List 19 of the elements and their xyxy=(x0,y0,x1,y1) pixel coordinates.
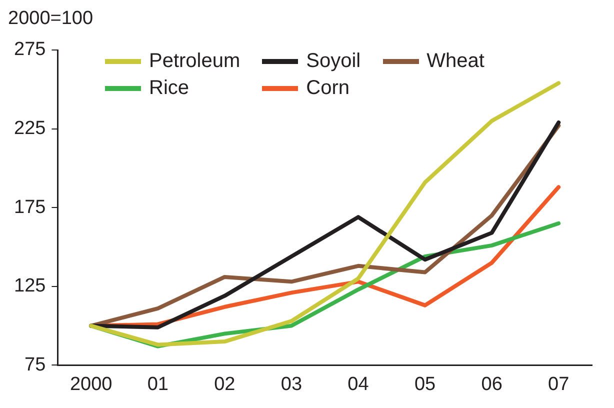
x-tick-label: 07 xyxy=(548,374,570,395)
x-tick-label: 05 xyxy=(414,374,436,395)
y-tick-label: 175 xyxy=(14,196,46,218)
y-tick-label: 225 xyxy=(14,118,46,140)
y-tick-label: 125 xyxy=(14,276,46,297)
legend-label: Rice xyxy=(149,77,190,100)
legend-label: Corn xyxy=(306,77,350,100)
y-tick-label: 275 xyxy=(14,39,46,60)
x-tick-label: 03 xyxy=(280,374,302,395)
legend-label: Petroleum xyxy=(149,50,240,73)
x-tick-label: 06 xyxy=(481,374,502,395)
legend-label: Soyoil xyxy=(306,50,361,73)
y-axis-title: 2000=100 xyxy=(8,8,94,30)
x-tick-label: 2000 xyxy=(70,374,112,395)
y-tick-label: 75 xyxy=(24,354,46,376)
x-tick-label: 01 xyxy=(147,374,168,395)
x-tick-label: 04 xyxy=(348,374,370,395)
legend-label: Wheat xyxy=(426,50,484,73)
x-tick-label: 02 xyxy=(214,374,236,395)
